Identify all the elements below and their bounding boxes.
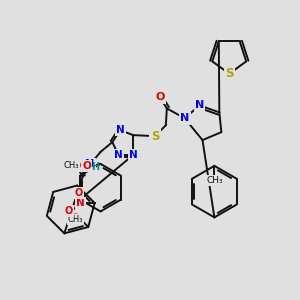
Text: N: N — [195, 100, 204, 110]
Text: O: O — [155, 92, 165, 103]
Text: N: N — [76, 198, 85, 208]
Text: O: O — [75, 188, 83, 198]
Text: CH₃: CH₃ — [68, 214, 83, 224]
Text: ⁻: ⁻ — [72, 211, 77, 221]
Text: H: H — [92, 162, 100, 172]
Text: S: S — [151, 130, 159, 142]
Text: CH₃: CH₃ — [64, 161, 80, 170]
Text: CH₃: CH₃ — [206, 176, 223, 185]
Text: S: S — [225, 67, 233, 80]
Text: O: O — [82, 161, 91, 171]
Text: O: O — [72, 161, 81, 171]
Text: N: N — [85, 159, 94, 169]
Text: N: N — [180, 113, 189, 123]
Text: O: O — [65, 206, 73, 216]
Text: N: N — [116, 125, 125, 135]
Text: N: N — [114, 150, 123, 160]
Text: N: N — [129, 150, 137, 160]
